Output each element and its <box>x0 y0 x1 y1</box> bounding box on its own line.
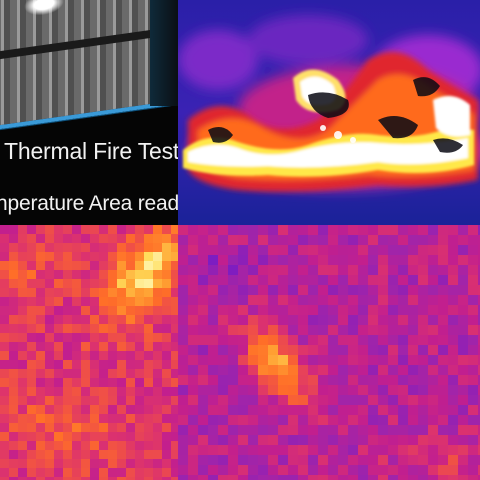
monitor-photo-panel: Thermal Fire Test. nperature Area readin <box>0 0 178 225</box>
monitor-frame <box>150 0 178 106</box>
thermal-flame-panel <box>178 0 480 225</box>
pixelated-thermal-right <box>178 225 480 480</box>
thermal-flame-image <box>178 0 480 225</box>
caption-subtitle: nperature Area readin <box>0 192 178 215</box>
pixelated-thermal-left-image <box>0 225 178 480</box>
pixelated-thermal-left <box>0 225 178 480</box>
pixelated-thermal-right-image <box>178 225 480 480</box>
caption-title: Thermal Fire Test. <box>4 138 178 164</box>
